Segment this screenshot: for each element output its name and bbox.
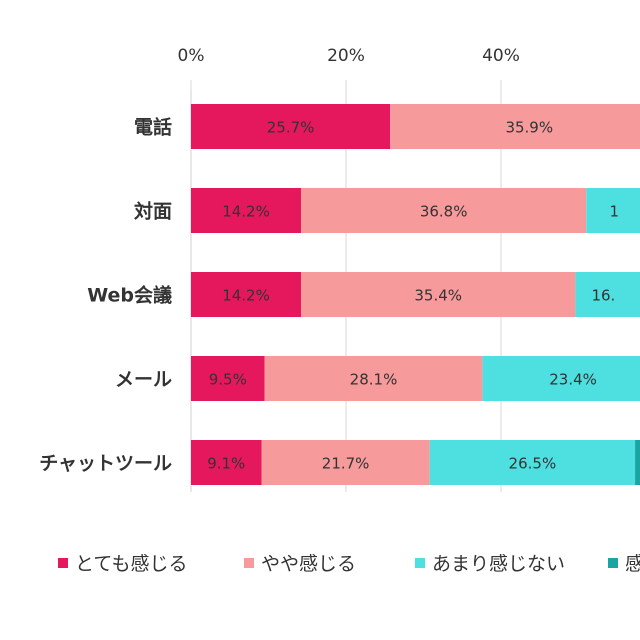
legend-label: 感	[625, 553, 640, 575]
bar-segment	[429, 440, 636, 485]
bar-segment	[191, 104, 391, 149]
bar-segment	[264, 356, 483, 401]
bar-segment	[191, 272, 302, 317]
legend-swatch	[244, 558, 254, 568]
bar-segment	[261, 440, 430, 485]
bar-segment	[191, 188, 302, 233]
category-label: 電話	[134, 116, 172, 139]
legend: とても感じる やや感じる あまり感じない 感	[58, 553, 640, 575]
data-label: 35.4%	[414, 287, 462, 305]
category-label: チャットツール	[39, 453, 172, 475]
data-label: 35.9%	[505, 119, 553, 137]
bar-segment	[635, 440, 640, 485]
bar-segment	[482, 356, 640, 401]
legend-label: とても感じる	[75, 553, 187, 575]
category-label: 対面	[133, 200, 172, 223]
data-label: 36.8%	[420, 203, 468, 221]
bar-segment	[191, 440, 262, 485]
bar-segment	[191, 356, 265, 401]
legend-swatch	[58, 558, 68, 568]
data-label: 25.7%	[267, 119, 315, 137]
x-tick-label: 0%	[178, 46, 205, 66]
data-label: 28.1%	[350, 371, 398, 389]
category-label: メール	[115, 369, 172, 391]
bar-segment	[586, 188, 640, 233]
data-label: 14.2%	[222, 203, 270, 221]
bars: 25.7% 35.9% 14.2% 36.8% 1 14.2% 35.4% 16. 9.5% 28…	[191, 104, 640, 485]
x-tick-label: 20%	[327, 46, 365, 66]
data-label: 1	[609, 203, 619, 221]
data-label: 23.4%	[549, 371, 597, 389]
bar-segment	[390, 104, 640, 149]
legend-label: やや感じる	[261, 553, 356, 575]
bar-segment	[301, 272, 576, 317]
legend-swatch	[415, 558, 425, 568]
x-axis-ticks: 0% 20% 40%	[178, 46, 520, 66]
bar-segment	[575, 272, 640, 317]
data-label: 16.	[591, 287, 615, 305]
x-tick-label: 40%	[482, 46, 520, 66]
data-label: 9.5%	[209, 371, 247, 389]
data-label: 26.5%	[509, 455, 557, 473]
data-label: 14.2%	[222, 287, 270, 305]
data-label: 9.1%	[207, 455, 245, 473]
data-label: 21.7%	[322, 455, 370, 473]
legend-swatch	[608, 558, 618, 568]
category-label: Web会議	[87, 284, 172, 307]
bar-segment	[301, 188, 587, 233]
legend-label: あまり感じない	[432, 553, 565, 575]
